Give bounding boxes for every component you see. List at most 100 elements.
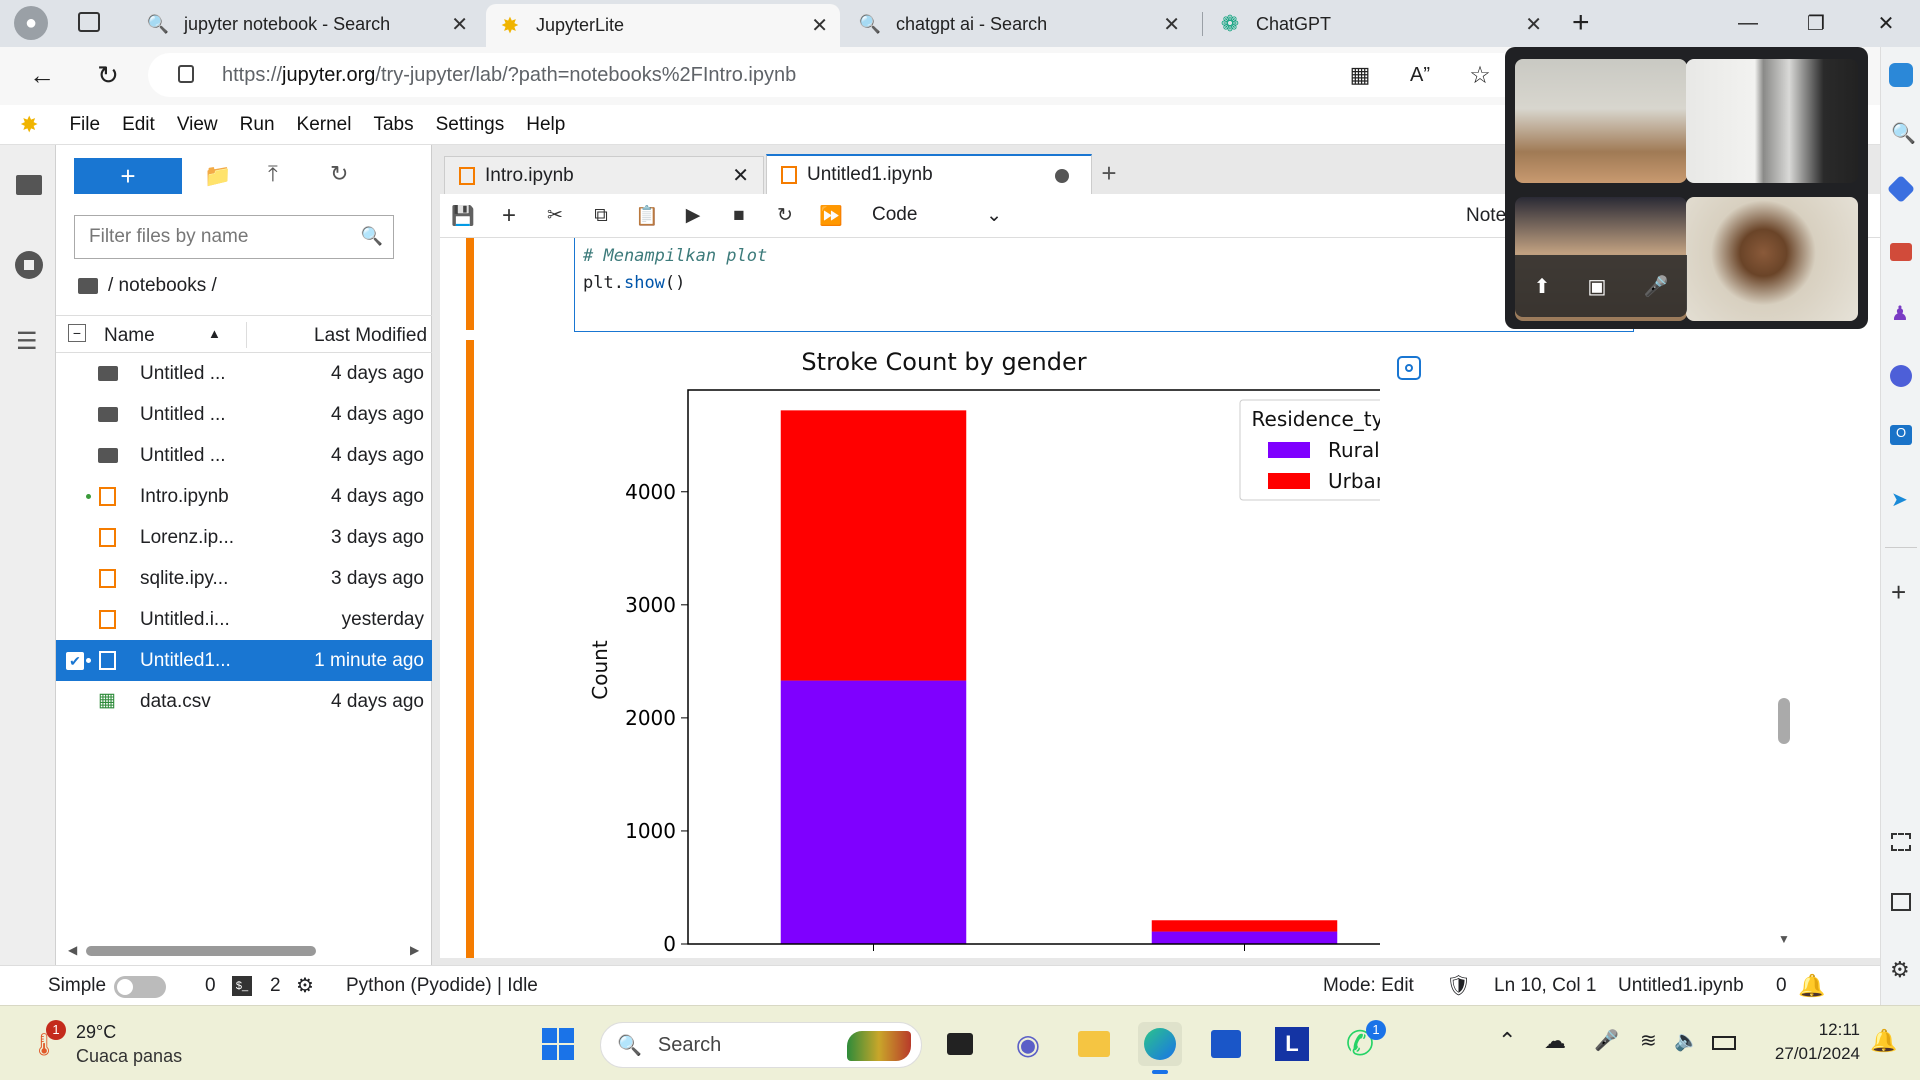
app-available-icon[interactable]: ▦: [1349, 62, 1371, 87]
microsoft-store-icon[interactable]: [1204, 1022, 1248, 1066]
menu-file[interactable]: File: [69, 113, 101, 135]
notifications-bell-icon[interactable]: 🔔: [1870, 1028, 1898, 1053]
paste-icon[interactable]: 📋: [635, 205, 659, 227]
l-app-icon[interactable]: L: [1270, 1022, 1314, 1066]
horizontal-scrollbar[interactable]: ◀ ▶: [68, 943, 419, 957]
vertical-scrollbar-thumb[interactable]: [1778, 698, 1790, 744]
wifi-icon[interactable]: ≋: [1640, 1030, 1657, 1052]
file-checkbox[interactable]: ✔: [66, 652, 84, 670]
notebook-tab-untitled1[interactable]: Untitled1.ipynb: [766, 154, 1092, 194]
tools-icon[interactable]: [1890, 243, 1912, 261]
screenshot-icon[interactable]: [1891, 833, 1911, 851]
terminal-count[interactable]: 0: [205, 974, 216, 996]
new-tab-button[interactable]: +: [1572, 6, 1590, 39]
file-row[interactable]: Untitled ... 4 days ago: [56, 353, 432, 394]
column-name-header[interactable]: Name: [104, 325, 155, 346]
close-icon[interactable]: ✕: [451, 13, 468, 36]
profile-icon[interactable]: ●: [14, 6, 48, 40]
taskbar-search-box[interactable]: 🔍 Search: [600, 1022, 922, 1068]
running-icon[interactable]: [15, 251, 43, 279]
unsaved-dot-icon[interactable]: [1055, 169, 1069, 183]
kernel-name-label[interactable]: Note: [1466, 205, 1507, 226]
video-tile-1[interactable]: [1515, 59, 1687, 183]
stop-icon[interactable]: ■: [733, 204, 745, 226]
scroll-thumb[interactable]: [86, 946, 316, 956]
add-icon[interactable]: +: [1891, 577, 1907, 607]
breadcrumb-path[interactable]: / notebooks /: [108, 275, 217, 296]
menu-settings[interactable]: Settings: [435, 113, 505, 135]
file-row[interactable]: Untitled ... 4 days ago: [56, 435, 432, 476]
video-tile-2[interactable]: [1686, 59, 1858, 183]
close-icon[interactable]: ✕: [811, 15, 828, 37]
upload-icon[interactable]: ⤒: [268, 161, 278, 186]
select-all-checkbox[interactable]: −: [68, 324, 86, 342]
windows-start-icon[interactable]: [536, 1022, 580, 1066]
menu-tabs[interactable]: Tabs: [373, 113, 414, 135]
close-icon[interactable]: ✕: [1525, 13, 1542, 36]
refresh-button[interactable]: ↻: [97, 59, 119, 90]
video-tile-4[interactable]: [1686, 197, 1858, 321]
file-row[interactable]: Intro.ipynb 4 days ago: [56, 476, 432, 517]
save-icon[interactable]: 💾: [451, 205, 475, 227]
url-field[interactable]: https://jupyter.org/try-jupyter/lab/?pat…: [148, 53, 1528, 97]
file-row[interactable]: ✔ Untitled1... 1 minute ago: [56, 640, 432, 681]
scroll-left-icon[interactable]: ◀: [68, 943, 78, 957]
cell-type-select[interactable]: Code ⌄: [872, 204, 1002, 227]
read-aloud-icon[interactable]: A”: [1410, 63, 1430, 86]
search-icon[interactable]: 🔍: [1891, 123, 1916, 145]
kernel-status[interactable]: Python (Pyodide) | Idle: [346, 974, 538, 996]
send-icon[interactable]: ➤: [1891, 489, 1908, 511]
menu-run[interactable]: Run: [239, 113, 275, 135]
microphone-icon[interactable]: 🎤: [1643, 275, 1669, 298]
browser-tab-chatgpt[interactable]: ❁ ChatGPT ✕: [1206, 4, 1554, 44]
file-row[interactable]: ▦ data.csv 4 days ago: [56, 681, 432, 722]
scroll-right-icon[interactable]: ▶: [410, 943, 420, 957]
scroll-down-icon[interactable]: ▼: [1778, 932, 1790, 946]
folder-icon[interactable]: [78, 278, 98, 294]
onedrive-cloud-icon[interactable]: ☁: [1544, 1028, 1566, 1053]
run-all-icon[interactable]: ⏩: [819, 205, 843, 227]
browser-tab-jupyter-search[interactable]: 🔍 jupyter notebook - Search ✕: [134, 4, 480, 44]
new-folder-icon[interactable]: 📁: [204, 163, 232, 188]
table-of-contents-icon[interactable]: ☰: [16, 328, 38, 355]
simple-mode-toggle[interactable]: [114, 976, 166, 998]
file-row[interactable]: Lorenz.ip... 3 days ago: [56, 517, 432, 558]
shield-icon[interactable]: 🛡: [1446, 975, 1472, 997]
video-call-overlay[interactable]: ⬆ ▣ 🎤: [1505, 47, 1868, 329]
mic-tray-icon[interactable]: 🎤: [1594, 1030, 1619, 1052]
close-icon[interactable]: ✕: [732, 165, 749, 187]
favorite-star-icon[interactable]: ☆: [1469, 61, 1491, 89]
camera-icon[interactable]: ▣: [1587, 275, 1607, 298]
column-modified-header[interactable]: Last Modified: [314, 325, 428, 346]
cut-icon[interactable]: ✂: [547, 205, 563, 226]
bell-icon[interactable]: 🔔: [1798, 972, 1826, 998]
close-icon[interactable]: ✕: [1163, 13, 1180, 36]
outlook-icon[interactable]: O: [1890, 425, 1912, 445]
volume-icon[interactable]: 🔈: [1674, 1030, 1699, 1052]
filter-files-input[interactable]: Filter files by name 🔍: [74, 215, 394, 259]
teams-meet-icon[interactable]: ◉: [1015, 1028, 1041, 1060]
file-row[interactable]: Untitled.i... yesterday: [56, 599, 432, 640]
close-window-button[interactable]: ✕: [1877, 12, 1895, 35]
fullscreen-output-icon[interactable]: [1397, 356, 1421, 380]
file-row[interactable]: sqlite.ipy... 3 days ago: [56, 558, 432, 599]
minimize-button[interactable]: —: [1738, 11, 1758, 34]
restore-button[interactable]: ❐: [1807, 12, 1825, 35]
restart-icon[interactable]: ↻: [777, 205, 793, 226]
battery-icon[interactable]: [1712, 1036, 1736, 1050]
refresh-files-icon[interactable]: ↻: [330, 161, 349, 186]
menu-help[interactable]: Help: [526, 113, 566, 135]
file-row[interactable]: Untitled ... 4 days ago: [56, 394, 432, 435]
copilot-icon[interactable]: [1889, 63, 1913, 87]
copy-icon[interactable]: ⧉: [594, 204, 608, 226]
file-explorer-icon[interactable]: [1072, 1022, 1116, 1066]
folder-icon[interactable]: [16, 175, 42, 195]
cell-bar-output[interactable]: [466, 340, 474, 958]
tab-actions-icon[interactable]: [78, 12, 100, 32]
cursor-position[interactable]: Ln 10, Col 1: [1494, 974, 1597, 996]
add-notebook-tab-button[interactable]: +: [1101, 158, 1117, 188]
task-view-icon[interactable]: [938, 1022, 982, 1066]
back-button[interactable]: ←: [29, 59, 55, 90]
shopping-icon[interactable]: [1886, 174, 1916, 204]
split-view-icon[interactable]: [1891, 893, 1911, 911]
